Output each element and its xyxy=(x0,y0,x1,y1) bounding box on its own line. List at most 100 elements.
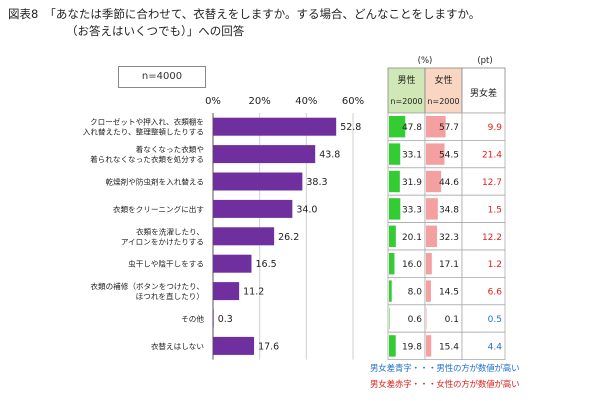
female-value: 34.8 xyxy=(439,205,459,215)
female-value: 54.5 xyxy=(439,151,459,161)
value-label: 26.2 xyxy=(278,232,299,243)
category-label: クローゼットや押入れ、衣類棚を xyxy=(90,117,204,127)
male-header-cell xyxy=(387,67,426,114)
male-value: 0.6 xyxy=(408,315,423,325)
male-value: 33.3 xyxy=(402,205,422,215)
title-line-1: 図表8 「あなたは季節に合わせて、衣替えをしますか。する場合、どんなことをしますか… xyxy=(8,6,480,23)
female-n: n=2000 xyxy=(427,97,459,106)
note-red: 男女差赤字・・・女性の方が数値が高い xyxy=(370,380,520,390)
female-cell xyxy=(424,304,463,333)
value-label: 34.0 xyxy=(296,204,317,215)
figure-number: 図表8 xyxy=(8,7,39,21)
x-tick-label: 0% xyxy=(205,96,221,107)
category-label: 乾燥剤や防虫剤を入れ替える xyxy=(106,177,205,187)
value-label: 16.5 xyxy=(256,259,277,270)
female-mini-bar xyxy=(426,198,438,220)
category-label: ほつれを直したり） xyxy=(136,291,204,301)
diff-cell xyxy=(461,249,506,278)
male-mini-bar xyxy=(389,253,395,275)
diff-cell xyxy=(461,304,506,333)
female-mini-bar xyxy=(426,253,432,275)
x-tick-label: 20% xyxy=(249,96,271,107)
male-value: 8.0 xyxy=(408,288,423,298)
bar xyxy=(213,227,275,246)
value-label: 17.6 xyxy=(258,341,279,352)
female-mini-bar xyxy=(426,335,432,357)
diff-cell xyxy=(461,112,506,141)
female-mini-bar xyxy=(426,225,437,247)
diff-header: 男女差 xyxy=(470,87,497,99)
title-line-2: （お答えはいくつでも）」への回答 xyxy=(66,24,245,38)
female-value: 32.3 xyxy=(439,233,459,243)
diff-value: 1.2 xyxy=(488,260,502,270)
diff-value: 1.5 xyxy=(488,205,502,215)
female-mini-bar xyxy=(426,116,446,138)
x-tick-label: 40% xyxy=(295,96,317,107)
male-mini-bar xyxy=(389,225,396,247)
value-label: 38.3 xyxy=(306,177,327,188)
x-tick-label: 60% xyxy=(342,96,364,107)
male-mini-bar xyxy=(389,170,400,193)
male-mini-bar xyxy=(389,280,392,302)
female-value: 14.5 xyxy=(439,288,459,298)
diff-cell xyxy=(461,276,506,306)
category-label: 着なくなった衣類や xyxy=(136,144,204,154)
bar xyxy=(213,336,255,355)
male-mini-bar xyxy=(389,198,401,220)
bar xyxy=(213,309,214,328)
male-mini-bar xyxy=(389,335,396,357)
category-label: アイロンをかけたりする xyxy=(121,237,204,246)
male-cell xyxy=(387,304,426,333)
male-mini-bar xyxy=(389,116,406,138)
female-header-cell xyxy=(424,67,463,114)
category-label: その他 xyxy=(181,314,204,324)
chart-title: 図表8 「あなたは季節に合わせて、衣替えをしますか。する場合、どんなことをしますか… xyxy=(8,6,480,40)
male-value: 20.1 xyxy=(402,233,422,243)
bar xyxy=(213,145,316,164)
category-label: 衣替えはしない xyxy=(151,341,204,351)
male-mini-bar xyxy=(389,307,390,330)
bar xyxy=(213,172,303,191)
diff-cell xyxy=(461,331,506,361)
bar xyxy=(213,282,240,301)
female-header: 女性 xyxy=(434,74,452,86)
unit-percent: (%) xyxy=(418,56,433,66)
bar xyxy=(213,117,337,136)
male-value: 19.8 xyxy=(402,342,422,352)
category-label: 衣類をクリーニングに出す xyxy=(113,204,205,214)
male-value: 33.1 xyxy=(402,151,422,161)
diff-value: 21.4 xyxy=(482,151,502,161)
category-label: 衣類の補修（ボタンをつけたり、 xyxy=(90,281,204,291)
value-label: 0.3 xyxy=(218,314,233,325)
female-value: 57.7 xyxy=(439,123,459,133)
diff-value: 0.5 xyxy=(488,315,502,325)
bar xyxy=(213,254,252,273)
female-value: 17.1 xyxy=(439,260,459,270)
diff-value: 12.7 xyxy=(482,178,502,188)
female-value: 0.1 xyxy=(445,315,459,325)
category-label: 入れ替えたり、整理整頓したりする xyxy=(83,127,204,137)
diff-cell xyxy=(461,194,506,223)
female-mini-bar xyxy=(426,280,431,302)
sample-size-box: n=4000 xyxy=(118,66,206,88)
male-mini-bar xyxy=(389,143,401,165)
title-text-1: 「あなたは季節に合わせて、衣替えをしますか。する場合、どんなことをしますか。 xyxy=(44,7,481,21)
female-cell xyxy=(424,276,463,306)
diff-cell xyxy=(461,222,506,251)
female-value: 44.6 xyxy=(439,178,459,188)
value-label: 11.2 xyxy=(243,287,264,298)
male-value: 31.9 xyxy=(402,178,422,188)
diff-value: 12.2 xyxy=(482,233,502,243)
note-blue: 男女差青字・・・男性の方が数値が高い xyxy=(370,364,520,374)
female-mini-bar xyxy=(426,307,427,330)
diff-cell xyxy=(461,167,506,196)
female-mini-bar xyxy=(426,143,445,165)
bar xyxy=(213,199,293,218)
diff-value: 9.9 xyxy=(488,123,503,133)
diff-value: 6.6 xyxy=(488,288,503,298)
category-label: 虫干しや陰干しをする xyxy=(128,259,204,269)
male-value: 16.0 xyxy=(402,260,422,270)
female-mini-bar xyxy=(426,170,442,193)
diff-value: 4.4 xyxy=(488,342,503,352)
